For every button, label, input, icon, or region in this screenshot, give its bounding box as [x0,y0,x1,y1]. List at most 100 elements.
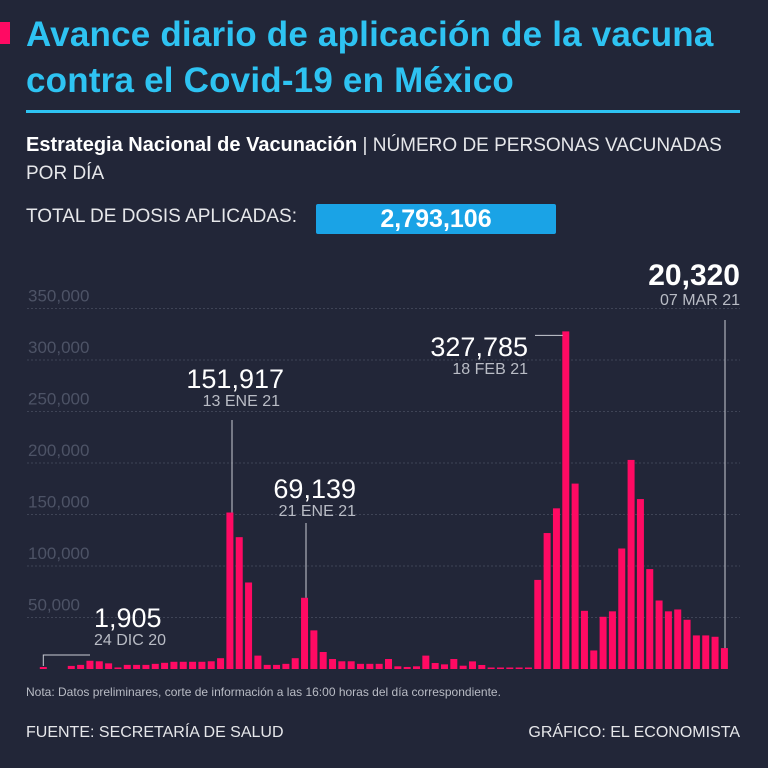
bar [655,600,663,669]
bar [459,665,467,669]
bar [403,666,411,669]
bar [543,533,551,669]
y-tick-label: 100,000 [28,544,89,563]
annotation-value: 69,139 [273,474,356,504]
bar [674,609,682,669]
bar [618,548,626,669]
y-tick-label: 300,000 [28,338,89,357]
bar [245,582,253,669]
bar [478,664,486,669]
bar [571,483,579,669]
bar [291,658,299,669]
annotation-value: 20,320 [648,259,740,292]
bar [683,619,691,669]
bar [608,611,616,669]
bar [189,661,197,669]
annotation-date: 24 DIC 20 [94,632,167,649]
source: FUENTE: SECRETARÍA DE SALUD [26,724,284,741]
bar [496,667,504,669]
bar [394,666,402,669]
bar [627,459,635,669]
bar [67,665,75,669]
bar [77,664,85,669]
annotation-18-feb: 327,785 18 FEB 21 [400,333,528,379]
bar [217,658,225,669]
bar [207,661,215,669]
bar [114,667,122,669]
bar [562,331,570,669]
annotation-value: 327,785 [430,332,528,362]
bar [692,635,700,669]
bar [590,650,598,669]
annotation-date: 18 FEB 21 [452,361,528,378]
credit: GRÁFICO: EL ECONOMISTA [528,724,740,741]
total-value: 2,793,106 [316,204,556,234]
bar [123,664,131,669]
annotation-line [42,654,90,666]
bar [366,663,374,669]
bar [86,660,94,669]
bar [254,655,262,669]
bar [524,667,532,669]
bar [95,661,103,669]
subtitle: Estrategia Nacional de Vacunación | NÚME… [26,131,756,188]
bar [534,579,542,669]
bar [347,661,355,669]
bar [338,661,346,669]
annotation-first: 1,905 24 DIC 20 [94,604,166,650]
bar [487,667,495,669]
bar [151,663,159,669]
annotation-value: 1,905 [94,603,162,633]
bar [235,537,243,669]
bar [468,661,476,669]
bar [133,664,141,669]
bar [39,667,47,669]
bar [599,616,607,669]
annotation-13-ene: 151,917 13 ENE 21 [160,365,284,411]
y-tick-label: 350,000 [28,287,89,306]
bar [170,661,178,669]
bar [319,652,327,669]
y-tick-label: 250,000 [28,390,89,409]
bar [450,659,458,669]
bar [431,663,439,669]
subtitle-rest: | NÚMERO DE PERSONAS VACUNADAS POR DÍA [26,135,722,184]
annotation-date: 21 ENE 21 [278,503,356,520]
bar [552,508,560,669]
total-label: TOTAL DE DOSIS APLICADAS: [26,206,298,227]
annotation-21-ene: 69,139 21 ENE 21 [240,475,356,521]
bar [161,662,169,669]
bar [580,610,588,669]
bar [263,664,271,669]
bar [226,512,234,669]
bar [198,661,206,669]
bar [310,630,318,669]
bar [664,611,672,669]
accent-bar [0,22,10,44]
bar [711,636,719,669]
bar [105,663,113,669]
bar [646,569,654,669]
bar [142,664,150,669]
bar [720,648,728,669]
bar [375,663,383,669]
bar [301,597,309,669]
y-tick-label: 200,000 [28,441,89,460]
y-tick-label: 50,000 [28,596,80,615]
annotation-latest: 20,320 07 MAR 21 [590,260,740,310]
bar [413,666,420,669]
bar [702,635,710,669]
footnote: Nota: Datos preliminares, corte de infor… [26,685,501,699]
subtitle-bold: Estrategia Nacional de Vacunación [26,134,358,156]
bar [273,664,281,669]
title-divider [26,110,740,113]
y-tick-label: 150,000 [28,493,89,512]
bar [329,659,337,669]
annotation-date: 07 MAR 21 [659,292,740,309]
bar [179,661,187,669]
annotation-date: 13 ENE 21 [202,393,280,410]
bar [357,663,365,669]
bar [636,499,644,669]
bar [422,655,430,669]
